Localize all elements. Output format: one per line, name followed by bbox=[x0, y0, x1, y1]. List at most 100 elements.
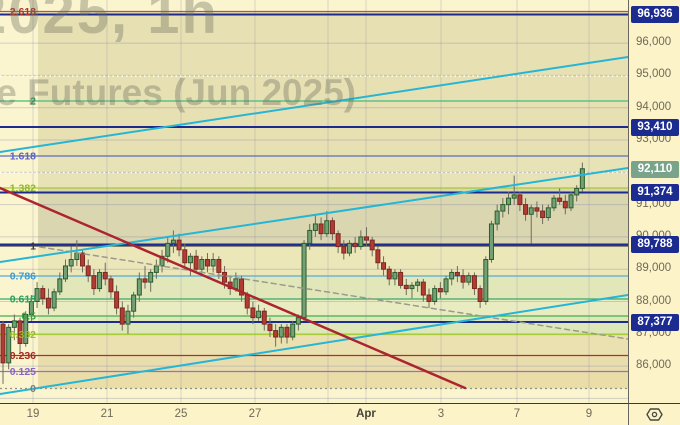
candle-up bbox=[23, 313, 29, 344]
candle-down bbox=[523, 204, 529, 215]
candle-down bbox=[557, 197, 563, 202]
fib-level-label: 0.786 bbox=[10, 271, 36, 283]
candle-up bbox=[295, 317, 301, 325]
candle-up bbox=[159, 255, 165, 267]
time-tick-label: 3 bbox=[437, 408, 445, 420]
time-tick-label: 25 bbox=[174, 408, 188, 420]
fib-band bbox=[38, 316, 628, 335]
candle-down bbox=[45, 297, 51, 309]
price-tick-label: 93,000 bbox=[636, 133, 672, 145]
candle-down bbox=[318, 223, 324, 235]
scale-settings-icon[interactable] bbox=[646, 408, 663, 421]
candle-up bbox=[28, 301, 34, 315]
price-level-badge: 89,788 bbox=[631, 235, 679, 253]
fib-level-label: 0.5 bbox=[21, 311, 36, 323]
candle-up bbox=[153, 265, 159, 273]
fib-level-label: 0.125 bbox=[10, 366, 36, 378]
candle-up bbox=[34, 288, 40, 302]
price-tick-label: 96,000 bbox=[636, 36, 672, 49]
fib-level-label: 1.382 bbox=[10, 183, 36, 195]
candle-down bbox=[273, 330, 279, 338]
candle-up bbox=[392, 271, 398, 280]
candle-down bbox=[80, 252, 86, 267]
candle-up bbox=[415, 281, 421, 286]
price-level-badge: 87,377 bbox=[631, 313, 679, 331]
candle-down bbox=[352, 242, 358, 248]
candle-up bbox=[68, 259, 74, 267]
trendline bbox=[0, 294, 628, 395]
candle-down bbox=[369, 239, 375, 251]
candle-up bbox=[307, 229, 313, 244]
time-tick-label: 27 bbox=[248, 408, 262, 420]
candle-up bbox=[170, 239, 176, 244]
fib-level-label: 1 bbox=[30, 241, 36, 253]
candle-up bbox=[301, 242, 307, 319]
candle-up bbox=[488, 223, 494, 261]
candle-down bbox=[460, 275, 466, 283]
candle-down bbox=[534, 207, 540, 212]
candle-down bbox=[204, 259, 210, 267]
candle-down bbox=[239, 278, 245, 296]
candle-down bbox=[102, 271, 108, 280]
candle-up bbox=[210, 259, 216, 267]
fib-level-label: 1.618 bbox=[10, 151, 36, 163]
candle-up bbox=[443, 278, 449, 293]
chart-plot-area[interactable]: 2025, 1h le Futures (Jun 2025) 2.61821.6… bbox=[0, 0, 628, 403]
fib-level-label: 0.382 bbox=[10, 329, 36, 341]
candlestick-chart: 2.618 2 1.618 1.382 1 0.786 0.618 0.5 0.382 0.236… bbox=[0, 0, 628, 403]
candle-up bbox=[528, 207, 534, 215]
candle-down bbox=[193, 255, 199, 270]
price-level-badge: 91,374 bbox=[631, 183, 679, 201]
candle-up bbox=[51, 291, 57, 309]
price-tick-label: 89,000 bbox=[636, 262, 672, 275]
candle-down bbox=[261, 310, 267, 325]
fib-level-label: 2.618 bbox=[10, 6, 36, 18]
trendline bbox=[39, 246, 628, 340]
fib-band bbox=[38, 355, 628, 372]
candle-up bbox=[568, 194, 574, 209]
candle-up bbox=[432, 288, 438, 302]
price-level-badge: 96,936 bbox=[631, 5, 679, 23]
candle-down bbox=[364, 236, 370, 241]
candle-up bbox=[148, 271, 154, 283]
candle-down bbox=[517, 194, 523, 206]
fib-band bbox=[38, 101, 628, 156]
candle-down bbox=[182, 249, 188, 264]
candle-up bbox=[500, 204, 506, 212]
candle-down bbox=[386, 268, 392, 280]
candle-down bbox=[437, 288, 443, 293]
fib-level-label: 0.236 bbox=[10, 350, 36, 362]
candle-down bbox=[471, 275, 477, 290]
candle-down bbox=[216, 259, 222, 273]
fib-level-label: 2 bbox=[30, 96, 36, 108]
candle-down bbox=[40, 288, 46, 299]
time-tick-label: 21 bbox=[100, 408, 114, 420]
price-tick-label: 88,000 bbox=[636, 294, 672, 307]
fib-band bbox=[38, 276, 628, 299]
candle-up bbox=[6, 326, 12, 364]
time-axis[interactable]: 19 21 25 27 Apr 3 7 9 bbox=[0, 403, 628, 425]
price-axis[interactable]: 96,00095,00094,00093,00091,00090,00089,0… bbox=[628, 0, 680, 403]
candle-up bbox=[97, 271, 103, 290]
candle-up bbox=[125, 310, 131, 325]
candle-down bbox=[341, 246, 347, 254]
candle-down bbox=[284, 326, 290, 338]
candle-up bbox=[511, 194, 517, 199]
fib-band bbox=[38, 11, 628, 101]
fib-level-label: 0 bbox=[30, 383, 36, 395]
candle-down bbox=[420, 281, 426, 296]
candle-down bbox=[176, 239, 182, 251]
candle-up bbox=[290, 323, 296, 338]
fib-band bbox=[38, 188, 628, 246]
candle-up bbox=[494, 210, 500, 225]
candle-up bbox=[346, 242, 352, 254]
candle-down bbox=[426, 294, 432, 303]
candle-up bbox=[256, 310, 262, 319]
candle-up bbox=[136, 278, 142, 296]
candle-up bbox=[11, 320, 17, 328]
candle-down bbox=[85, 265, 91, 277]
candle-down bbox=[403, 284, 409, 290]
time-tick-label: 9 bbox=[585, 408, 593, 420]
candle-down bbox=[108, 278, 114, 293]
